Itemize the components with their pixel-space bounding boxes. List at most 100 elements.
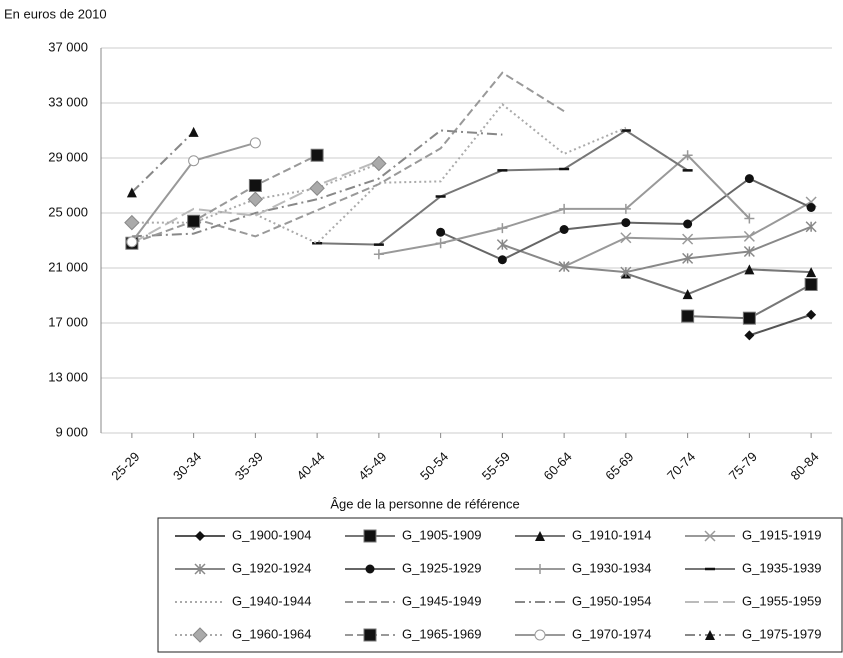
legend-label: G_1945-1949 bbox=[402, 593, 482, 608]
legend-box bbox=[157, 517, 843, 653]
marker bbox=[804, 278, 818, 291]
marker bbox=[682, 289, 693, 300]
marker bbox=[192, 627, 208, 643]
y-tick-label: 9 000 bbox=[55, 424, 88, 439]
legend-label: G_1975-1979 bbox=[742, 626, 822, 641]
marker bbox=[620, 266, 632, 278]
x-tick-label: 80-84 bbox=[788, 449, 822, 483]
legend-label: G_1905-1909 bbox=[402, 527, 482, 542]
marker bbox=[744, 330, 755, 341]
marker bbox=[806, 267, 817, 278]
marker bbox=[535, 531, 545, 541]
marker bbox=[188, 155, 200, 167]
series-line bbox=[131, 162, 380, 224]
marker bbox=[742, 311, 756, 325]
y-tick-label: 29 000 bbox=[48, 149, 88, 164]
marker bbox=[806, 309, 817, 320]
marker bbox=[743, 230, 755, 242]
legend-label: G_1910-1914 bbox=[572, 527, 652, 542]
x-tick-label: 40-44 bbox=[294, 449, 328, 483]
y-tick-label: 17 000 bbox=[48, 314, 88, 329]
marker bbox=[309, 180, 325, 196]
marker bbox=[805, 221, 817, 233]
marker bbox=[559, 225, 569, 234]
legend-label: G_1900-1904 bbox=[232, 527, 312, 542]
y-tick-label: 33 000 bbox=[48, 94, 88, 109]
legend-label: G_1960-1964 bbox=[232, 626, 312, 641]
marker bbox=[435, 238, 446, 249]
marker bbox=[558, 261, 570, 273]
marker bbox=[559, 203, 570, 214]
marker bbox=[436, 227, 446, 237]
y-tick-label: 21 000 bbox=[48, 259, 88, 274]
legend-label: G_1920-1924 bbox=[232, 560, 312, 575]
marker bbox=[681, 309, 695, 323]
marker bbox=[744, 174, 754, 184]
marker bbox=[496, 239, 508, 251]
series-line bbox=[131, 154, 318, 245]
marker bbox=[247, 191, 264, 207]
marker bbox=[620, 232, 632, 244]
marker bbox=[704, 530, 716, 542]
marker bbox=[188, 126, 199, 137]
marker bbox=[806, 203, 816, 212]
marker bbox=[497, 255, 507, 265]
x-tick-label: 55-59 bbox=[479, 449, 513, 483]
marker bbox=[195, 531, 205, 541]
marker bbox=[497, 223, 508, 234]
x-tick-label: 50-54 bbox=[417, 449, 451, 483]
marker bbox=[620, 203, 631, 214]
marker bbox=[682, 252, 694, 264]
series-line bbox=[131, 131, 195, 194]
marker bbox=[534, 629, 546, 641]
series-line bbox=[749, 313, 812, 337]
marker bbox=[363, 628, 377, 642]
x-tick-label: 25-29 bbox=[108, 449, 142, 483]
x-tick-label: 30-34 bbox=[170, 449, 204, 483]
series-line bbox=[254, 102, 627, 245]
series-line bbox=[131, 159, 380, 245]
series-line bbox=[193, 71, 565, 238]
x-tick-label: 35-39 bbox=[232, 449, 266, 483]
marker bbox=[248, 179, 262, 192]
marker bbox=[535, 564, 545, 574]
marker bbox=[194, 563, 206, 575]
marker bbox=[683, 219, 693, 229]
legend-label: G_1930-1934 bbox=[572, 560, 652, 575]
legend-label: G_1955-1959 bbox=[742, 593, 822, 608]
x-tick-label: 70-74 bbox=[664, 449, 698, 483]
marker bbox=[373, 249, 384, 260]
y-tick-label: 25 000 bbox=[48, 204, 88, 219]
series-line bbox=[131, 129, 503, 238]
legend-label: G_1935-1939 bbox=[742, 560, 822, 575]
marker bbox=[744, 213, 755, 224]
series-line bbox=[502, 225, 812, 274]
marker bbox=[363, 529, 377, 543]
legend-label: G_1915-1919 bbox=[742, 527, 822, 542]
marker bbox=[621, 218, 631, 228]
x-tick-label: 60-64 bbox=[541, 449, 575, 483]
marker bbox=[682, 150, 693, 161]
legend-label: G_1965-1969 bbox=[402, 626, 482, 641]
marker bbox=[126, 236, 138, 248]
marker bbox=[682, 233, 694, 245]
legend-label: G_1925-1929 bbox=[402, 560, 482, 575]
marker bbox=[744, 264, 755, 275]
legend-label: G_1940-1944 bbox=[232, 593, 312, 608]
marker bbox=[371, 155, 387, 172]
legend-label: G_1970-1974 bbox=[572, 626, 652, 641]
marker bbox=[310, 148, 324, 162]
series-line bbox=[625, 268, 812, 296]
legend-label: G_1950-1954 bbox=[572, 593, 652, 608]
marker bbox=[743, 245, 755, 258]
y-tick-label: 13 000 bbox=[48, 369, 88, 384]
marker bbox=[249, 137, 261, 149]
x-axis-title: Âge de la personne de référence bbox=[330, 496, 519, 511]
marker bbox=[365, 564, 375, 574]
x-tick-label: 45-49 bbox=[355, 449, 389, 483]
marker bbox=[187, 214, 201, 228]
marker bbox=[126, 187, 137, 198]
x-tick-label: 75-79 bbox=[726, 449, 760, 483]
x-tick-label: 65-69 bbox=[602, 449, 636, 483]
